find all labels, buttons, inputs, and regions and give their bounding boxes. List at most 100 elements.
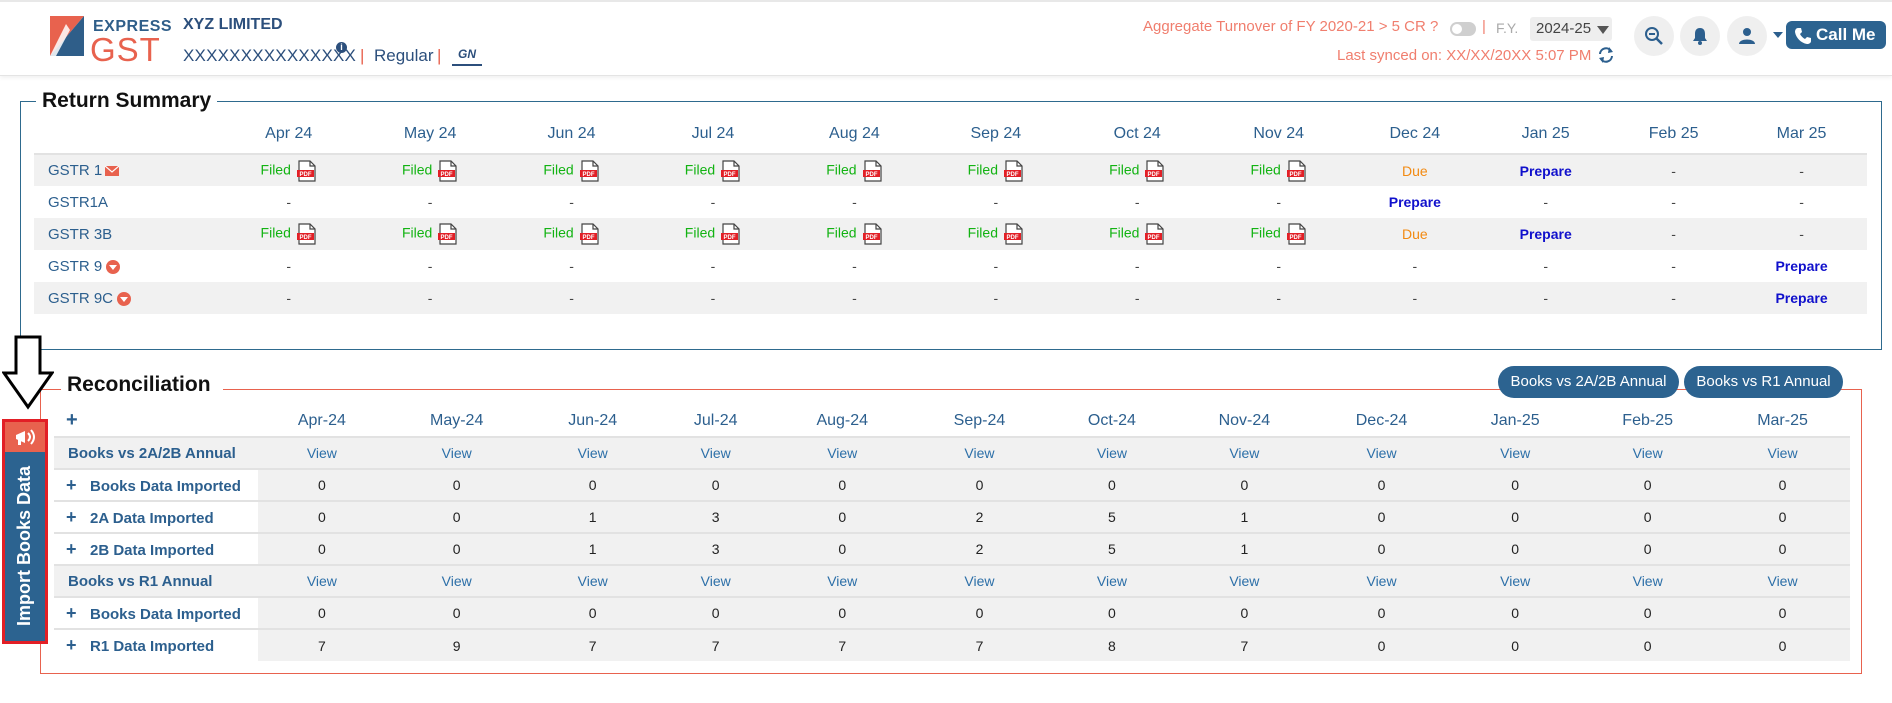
pdf-icon[interactable]: PDF — [1004, 223, 1024, 245]
view-link[interactable]: View — [1500, 445, 1531, 461]
pdf-icon[interactable]: PDF — [862, 223, 883, 245]
return-name-cell[interactable]: GSTR1A — [34, 186, 218, 218]
status-cell[interactable]: Filed PDF — [642, 218, 784, 250]
return-name-cell[interactable]: GSTR 9C — [34, 282, 218, 314]
pdf-icon[interactable]: PDF — [296, 159, 317, 182]
pdf-icon[interactable]: PDF — [1286, 159, 1307, 182]
view-link[interactable]: View — [1500, 573, 1531, 589]
return-name-label[interactable]: GSTR 9C — [48, 289, 114, 307]
recon-name-cell[interactable]: +2A Data Imported — [54, 500, 258, 533]
status-cell[interactable]: Filed PDF — [642, 153, 784, 186]
view-link[interactable]: View — [1229, 573, 1260, 589]
due-status[interactable]: Due — [1401, 226, 1428, 242]
view-link[interactable]: View — [577, 445, 608, 461]
status-cell[interactable]: Filed PDF — [1066, 153, 1208, 186]
pdf-icon[interactable]: PDF — [438, 223, 458, 245]
status-cell[interactable]: Filed PDF — [500, 218, 643, 250]
due-status[interactable]: Due — [1401, 162, 1428, 179]
status-cell[interactable]: Due — [1349, 218, 1481, 250]
view-link[interactable]: View — [306, 573, 337, 589]
chevron-down-icon[interactable] — [1773, 32, 1783, 38]
view-link[interactable]: View — [441, 573, 472, 589]
pdf-icon[interactable]: PDF — [438, 159, 458, 182]
turnover-toggle[interactable] — [1450, 22, 1476, 36]
view-link[interactable]: View — [700, 445, 731, 461]
view-link[interactable]: View — [964, 445, 995, 461]
return-name-label[interactable]: GSTR 1 — [48, 162, 103, 179]
view-link[interactable]: View — [1096, 573, 1127, 589]
return-name-cell[interactable]: GSTR 3B — [34, 218, 218, 250]
notifications-button[interactable] — [1680, 16, 1720, 56]
express-gst-logo[interactable]: EXPRESS GST — [46, 14, 172, 67]
call-me-button[interactable]: Call Me — [1786, 21, 1886, 49]
status-cell[interactable]: Filed PDF — [925, 218, 1067, 250]
status-cell[interactable]: Filed PDF — [1207, 153, 1350, 186]
pdf-icon[interactable]: PDF — [721, 159, 741, 182]
prepare-link[interactable]: Prepare — [1519, 226, 1572, 242]
prepare-link[interactable]: Prepare — [1775, 258, 1828, 274]
books-vs-2a2b-annual-button[interactable]: Books vs 2A/2B Annual — [1498, 366, 1679, 398]
pdf-icon[interactable]: PDF — [1145, 159, 1165, 182]
view-link[interactable]: View — [1366, 445, 1397, 461]
expand-row-icon[interactable]: + — [66, 474, 77, 495]
view-link[interactable]: View — [1767, 573, 1798, 589]
status-cell[interactable]: Prepare — [1736, 250, 1867, 282]
status-cell[interactable]: Prepare — [1349, 186, 1480, 218]
pdf-icon[interactable]: PDF — [1286, 223, 1307, 245]
recon-name-cell[interactable]: + R1 Data Imported — [54, 628, 258, 661]
view-link[interactable]: View — [1096, 445, 1127, 461]
status-cell[interactable]: Filed PDF — [783, 153, 926, 186]
view-link[interactable]: View — [1632, 445, 1663, 461]
status-cell[interactable]: Filed PDF — [1066, 218, 1208, 250]
status-cell[interactable]: Prepare — [1480, 218, 1612, 250]
view-link[interactable]: View — [1767, 445, 1798, 461]
status-cell[interactable]: Prepare — [1480, 153, 1612, 186]
view-link[interactable]: View — [1632, 573, 1663, 589]
pdf-icon[interactable]: PDF — [1145, 223, 1165, 245]
chevron-down-icon[interactable] — [1597, 26, 1609, 34]
download-icon[interactable] — [117, 291, 132, 306]
pdf-icon[interactable]: PDF — [579, 159, 600, 182]
status-cell[interactable]: Filed PDF — [218, 153, 360, 186]
download-icon[interactable] — [106, 259, 121, 274]
status-cell[interactable]: Filed PDF — [359, 153, 501, 186]
status-cell[interactable]: Prepare — [1736, 282, 1867, 314]
pdf-icon[interactable]: PDF — [296, 223, 317, 245]
view-link[interactable]: View — [1366, 573, 1397, 589]
return-name-label[interactable]: GSTR 9 — [48, 257, 103, 275]
view-link[interactable]: View — [577, 573, 608, 589]
view-link[interactable]: View — [827, 445, 858, 461]
mail-icon[interactable] — [105, 166, 120, 177]
recon-name-cell[interactable]: + Books Data Imported — [54, 596, 258, 629]
status-cell[interactable]: Filed PDF — [783, 218, 926, 250]
recon-name-cell[interactable]: + Books Data Imported — [54, 468, 258, 501]
prepare-link[interactable]: Prepare — [1519, 162, 1572, 179]
return-name-cell[interactable]: GSTR 1 — [34, 153, 218, 186]
expand-row-icon[interactable]: + — [66, 506, 77, 527]
pdf-icon[interactable]: PDF — [579, 223, 600, 245]
view-link[interactable]: View — [441, 445, 472, 461]
view-link[interactable]: View — [827, 573, 858, 589]
status-cell[interactable]: Filed PDF — [500, 153, 643, 186]
status-cell[interactable]: Filed PDF — [359, 218, 501, 250]
prepare-link[interactable]: Prepare — [1388, 194, 1441, 210]
expand-row-icon[interactable]: + — [66, 635, 77, 655]
status-cell[interactable]: Filed PDF — [925, 153, 1067, 186]
view-link[interactable]: View — [306, 445, 337, 461]
view-link[interactable]: View — [700, 573, 731, 589]
view-link[interactable]: View — [1229, 445, 1260, 461]
info-icon[interactable]: i — [336, 42, 347, 53]
status-cell[interactable]: Filed PDF — [218, 218, 360, 250]
pdf-icon[interactable]: PDF — [862, 159, 883, 182]
return-name-cell[interactable]: GSTR 9 — [34, 250, 218, 282]
expand-row-icon[interactable]: + — [66, 602, 77, 623]
user-menu-button[interactable] — [1727, 16, 1767, 56]
zoom-search-button[interactable] — [1634, 16, 1674, 56]
books-vs-r1-annual-button[interactable]: Books vs R1 Annual — [1684, 366, 1843, 398]
view-link[interactable]: View — [964, 573, 995, 589]
return-name-label[interactable]: GSTR 3B — [48, 225, 113, 243]
import-books-data-tab[interactable]: Import Books Data — [2, 419, 48, 644]
expand-row-icon[interactable]: + — [66, 538, 77, 559]
expand-all-button[interactable]: + — [66, 409, 78, 431]
pdf-icon[interactable]: PDF — [1004, 159, 1024, 182]
